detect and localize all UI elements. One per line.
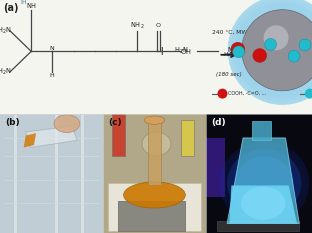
Ellipse shape xyxy=(234,2,312,99)
Text: (c): (c) xyxy=(108,118,122,127)
Bar xyxy=(206,138,225,197)
Text: COOH, -C=O, ...: COOH, -C=O, ... xyxy=(228,91,266,96)
Ellipse shape xyxy=(233,46,245,58)
Ellipse shape xyxy=(228,0,312,105)
Text: $\mathrm{H_2N}$: $\mathrm{H_2N}$ xyxy=(174,46,188,56)
Bar xyxy=(217,221,299,231)
Ellipse shape xyxy=(242,10,312,91)
Ellipse shape xyxy=(144,116,165,124)
Polygon shape xyxy=(26,126,77,147)
Ellipse shape xyxy=(299,39,311,51)
Bar xyxy=(119,201,185,231)
Bar xyxy=(251,121,271,140)
Text: $\mathrm{NH_2}$: $\mathrm{NH_2}$ xyxy=(227,46,241,56)
Bar xyxy=(80,114,84,233)
Ellipse shape xyxy=(219,141,310,225)
Ellipse shape xyxy=(227,149,301,218)
Bar xyxy=(54,114,58,233)
Ellipse shape xyxy=(124,182,185,208)
Text: H₂O: H₂O xyxy=(223,52,235,57)
Ellipse shape xyxy=(235,156,294,210)
Ellipse shape xyxy=(54,115,80,133)
Ellipse shape xyxy=(264,25,289,50)
Text: $\mathrm{NH}$: $\mathrm{NH}$ xyxy=(26,1,37,10)
Bar xyxy=(181,120,193,156)
Bar xyxy=(112,114,124,156)
Text: $\mathrm{H}$: $\mathrm{H}$ xyxy=(49,71,56,79)
Text: 240 °C, MW: 240 °C, MW xyxy=(212,29,247,34)
Text: $\mathrm{IH}$: $\mathrm{IH}$ xyxy=(20,0,27,6)
Ellipse shape xyxy=(265,38,276,50)
Text: (b): (b) xyxy=(5,118,20,127)
Text: +: + xyxy=(157,45,168,58)
Ellipse shape xyxy=(231,42,245,56)
Bar xyxy=(148,120,161,185)
Ellipse shape xyxy=(305,89,312,99)
Ellipse shape xyxy=(241,187,285,220)
Text: $\mathrm{H_2N}$: $\mathrm{H_2N}$ xyxy=(0,67,11,77)
Ellipse shape xyxy=(228,0,312,105)
Ellipse shape xyxy=(253,49,266,62)
Bar xyxy=(108,183,201,231)
Text: $\mathrm{OH}$: $\mathrm{OH}$ xyxy=(180,47,192,56)
Ellipse shape xyxy=(142,132,171,156)
Polygon shape xyxy=(24,133,36,147)
Text: $\mathrm{O}$: $\mathrm{O}$ xyxy=(155,21,162,29)
Polygon shape xyxy=(227,138,299,223)
Bar xyxy=(13,114,17,233)
Text: (a): (a) xyxy=(3,3,19,14)
Ellipse shape xyxy=(231,0,312,102)
Text: $\mathrm{NH_2}$: $\mathrm{NH_2}$ xyxy=(130,21,144,31)
Polygon shape xyxy=(229,185,297,223)
Text: $\mathrm{N}$: $\mathrm{N}$ xyxy=(49,44,56,52)
Text: (d): (d) xyxy=(211,118,226,127)
Ellipse shape xyxy=(288,50,300,62)
Text: $\mathrm{H_2N}$: $\mathrm{H_2N}$ xyxy=(0,26,11,36)
Text: (180 sec): (180 sec) xyxy=(217,72,242,77)
Ellipse shape xyxy=(217,89,227,99)
